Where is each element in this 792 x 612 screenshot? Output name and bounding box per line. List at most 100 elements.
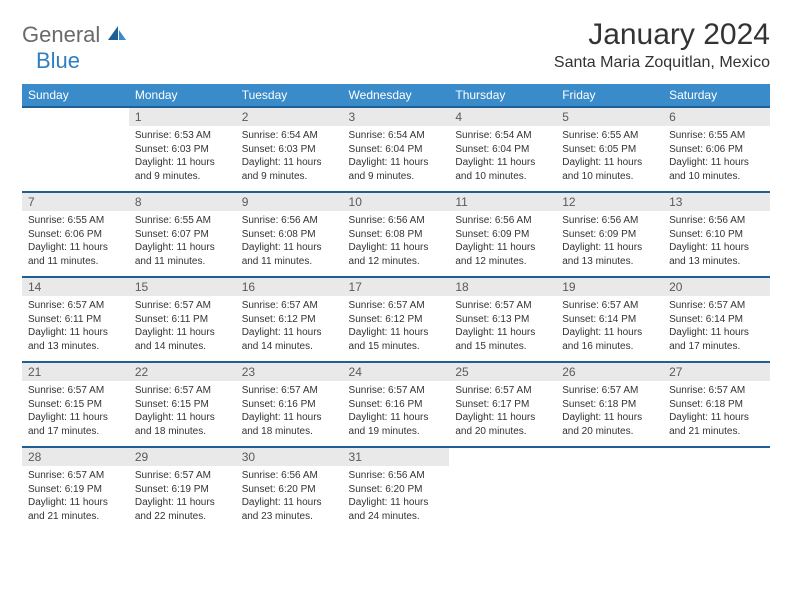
daylight-text: Daylight: 11 hours and 21 minutes. xyxy=(669,411,764,438)
day-number-cell: 13 xyxy=(663,192,770,211)
day-number-cell: 21 xyxy=(22,362,129,381)
sunrise-text: Sunrise: 6:57 AM xyxy=(28,384,123,398)
weekday-header: Monday xyxy=(129,84,236,107)
daynum-row: 123456 xyxy=(22,107,770,126)
day-details-cell: Sunrise: 6:56 AMSunset: 6:08 PMDaylight:… xyxy=(343,211,450,277)
details-row: Sunrise: 6:57 AMSunset: 6:19 PMDaylight:… xyxy=(22,466,770,531)
daynum-row: 21222324252627 xyxy=(22,362,770,381)
day-details-cell xyxy=(449,466,556,531)
sunset-text: Sunset: 6:06 PM xyxy=(28,228,123,242)
day-details-cell: Sunrise: 6:55 AMSunset: 6:05 PMDaylight:… xyxy=(556,126,663,192)
daylight-text: Daylight: 11 hours and 12 minutes. xyxy=(455,241,550,268)
day-number-cell: 17 xyxy=(343,277,450,296)
sunrise-text: Sunrise: 6:57 AM xyxy=(562,384,657,398)
sunrise-text: Sunrise: 6:55 AM xyxy=(669,129,764,143)
sunset-text: Sunset: 6:13 PM xyxy=(455,313,550,327)
day-details-cell: Sunrise: 6:57 AMSunset: 6:12 PMDaylight:… xyxy=(236,296,343,362)
day-number-cell xyxy=(556,447,663,466)
day-number-cell: 12 xyxy=(556,192,663,211)
daylight-text: Daylight: 11 hours and 22 minutes. xyxy=(135,496,230,523)
day-details-cell xyxy=(22,126,129,192)
sunrise-text: Sunrise: 6:57 AM xyxy=(455,299,550,313)
daylight-text: Daylight: 11 hours and 20 minutes. xyxy=(562,411,657,438)
day-number-cell: 26 xyxy=(556,362,663,381)
sunrise-text: Sunrise: 6:56 AM xyxy=(242,469,337,483)
sunrise-text: Sunrise: 6:54 AM xyxy=(242,129,337,143)
location-subtitle: Santa Maria Zoquitlan, Mexico xyxy=(554,54,770,72)
daylight-text: Daylight: 11 hours and 20 minutes. xyxy=(455,411,550,438)
day-details-cell: Sunrise: 6:57 AMSunset: 6:12 PMDaylight:… xyxy=(343,296,450,362)
sunset-text: Sunset: 6:17 PM xyxy=(455,398,550,412)
daylight-text: Daylight: 11 hours and 9 minutes. xyxy=(242,156,337,183)
daylight-text: Daylight: 11 hours and 11 minutes. xyxy=(28,241,123,268)
daylight-text: Daylight: 11 hours and 24 minutes. xyxy=(349,496,444,523)
day-details-cell: Sunrise: 6:57 AMSunset: 6:18 PMDaylight:… xyxy=(663,381,770,447)
day-details-cell: Sunrise: 6:55 AMSunset: 6:06 PMDaylight:… xyxy=(663,126,770,192)
weekday-header: Wednesday xyxy=(343,84,450,107)
day-details-cell: Sunrise: 6:57 AMSunset: 6:17 PMDaylight:… xyxy=(449,381,556,447)
sunset-text: Sunset: 6:18 PM xyxy=(669,398,764,412)
daylight-text: Daylight: 11 hours and 19 minutes. xyxy=(349,411,444,438)
sunrise-text: Sunrise: 6:57 AM xyxy=(242,299,337,313)
sunset-text: Sunset: 6:08 PM xyxy=(242,228,337,242)
daylight-text: Daylight: 11 hours and 18 minutes. xyxy=(135,411,230,438)
daylight-text: Daylight: 11 hours and 14 minutes. xyxy=(242,326,337,353)
day-number-cell: 3 xyxy=(343,107,450,126)
weekday-header-row: Sunday Monday Tuesday Wednesday Thursday… xyxy=(22,84,770,107)
daylight-text: Daylight: 11 hours and 23 minutes. xyxy=(242,496,337,523)
day-details-cell: Sunrise: 6:56 AMSunset: 6:09 PMDaylight:… xyxy=(556,211,663,277)
day-details-cell: Sunrise: 6:57 AMSunset: 6:19 PMDaylight:… xyxy=(129,466,236,531)
sunrise-text: Sunrise: 6:53 AM xyxy=(135,129,230,143)
day-details-cell xyxy=(556,466,663,531)
day-details-cell: Sunrise: 6:55 AMSunset: 6:07 PMDaylight:… xyxy=(129,211,236,277)
sunrise-text: Sunrise: 6:54 AM xyxy=(349,129,444,143)
day-number-cell: 14 xyxy=(22,277,129,296)
day-number-cell xyxy=(22,107,129,126)
day-details-cell: Sunrise: 6:57 AMSunset: 6:19 PMDaylight:… xyxy=(22,466,129,531)
day-number-cell: 18 xyxy=(449,277,556,296)
day-number-cell: 16 xyxy=(236,277,343,296)
sunset-text: Sunset: 6:08 PM xyxy=(349,228,444,242)
sunset-text: Sunset: 6:05 PM xyxy=(562,143,657,157)
day-details-cell: Sunrise: 6:54 AMSunset: 6:03 PMDaylight:… xyxy=(236,126,343,192)
daylight-text: Daylight: 11 hours and 10 minutes. xyxy=(669,156,764,183)
day-details-cell: Sunrise: 6:57 AMSunset: 6:15 PMDaylight:… xyxy=(22,381,129,447)
daylight-text: Daylight: 11 hours and 15 minutes. xyxy=(455,326,550,353)
details-row: Sunrise: 6:57 AMSunset: 6:15 PMDaylight:… xyxy=(22,381,770,447)
sunrise-text: Sunrise: 6:56 AM xyxy=(562,214,657,228)
day-number-cell: 24 xyxy=(343,362,450,381)
day-details-cell: Sunrise: 6:53 AMSunset: 6:03 PMDaylight:… xyxy=(129,126,236,192)
sunrise-text: Sunrise: 6:57 AM xyxy=(669,299,764,313)
day-number-cell: 6 xyxy=(663,107,770,126)
day-number-cell: 1 xyxy=(129,107,236,126)
sunrise-text: Sunrise: 6:57 AM xyxy=(135,384,230,398)
sunrise-text: Sunrise: 6:55 AM xyxy=(28,214,123,228)
day-details-cell: Sunrise: 6:55 AMSunset: 6:06 PMDaylight:… xyxy=(22,211,129,277)
day-number-cell: 19 xyxy=(556,277,663,296)
sunrise-text: Sunrise: 6:56 AM xyxy=(669,214,764,228)
daylight-text: Daylight: 11 hours and 12 minutes. xyxy=(349,241,444,268)
daylight-text: Daylight: 11 hours and 15 minutes. xyxy=(349,326,444,353)
day-number-cell: 9 xyxy=(236,192,343,211)
sunset-text: Sunset: 6:16 PM xyxy=(242,398,337,412)
sunset-text: Sunset: 6:11 PM xyxy=(28,313,123,327)
day-number-cell: 10 xyxy=(343,192,450,211)
sunset-text: Sunset: 6:12 PM xyxy=(349,313,444,327)
daylight-text: Daylight: 11 hours and 13 minutes. xyxy=(562,241,657,268)
daylight-text: Daylight: 11 hours and 13 minutes. xyxy=(28,326,123,353)
day-details-cell: Sunrise: 6:57 AMSunset: 6:18 PMDaylight:… xyxy=(556,381,663,447)
daylight-text: Daylight: 11 hours and 9 minutes. xyxy=(349,156,444,183)
day-number-cell: 15 xyxy=(129,277,236,296)
sunrise-text: Sunrise: 6:55 AM xyxy=(135,214,230,228)
day-details-cell: Sunrise: 6:56 AMSunset: 6:08 PMDaylight:… xyxy=(236,211,343,277)
sunrise-text: Sunrise: 6:57 AM xyxy=(669,384,764,398)
day-number-cell: 25 xyxy=(449,362,556,381)
sunrise-text: Sunrise: 6:56 AM xyxy=(349,214,444,228)
brand-part1: General xyxy=(22,22,100,48)
daynum-row: 14151617181920 xyxy=(22,277,770,296)
day-details-cell: Sunrise: 6:54 AMSunset: 6:04 PMDaylight:… xyxy=(343,126,450,192)
sunset-text: Sunset: 6:19 PM xyxy=(135,483,230,497)
sunset-text: Sunset: 6:20 PM xyxy=(349,483,444,497)
daylight-text: Daylight: 11 hours and 17 minutes. xyxy=(28,411,123,438)
month-title: January 2024 xyxy=(554,18,770,52)
